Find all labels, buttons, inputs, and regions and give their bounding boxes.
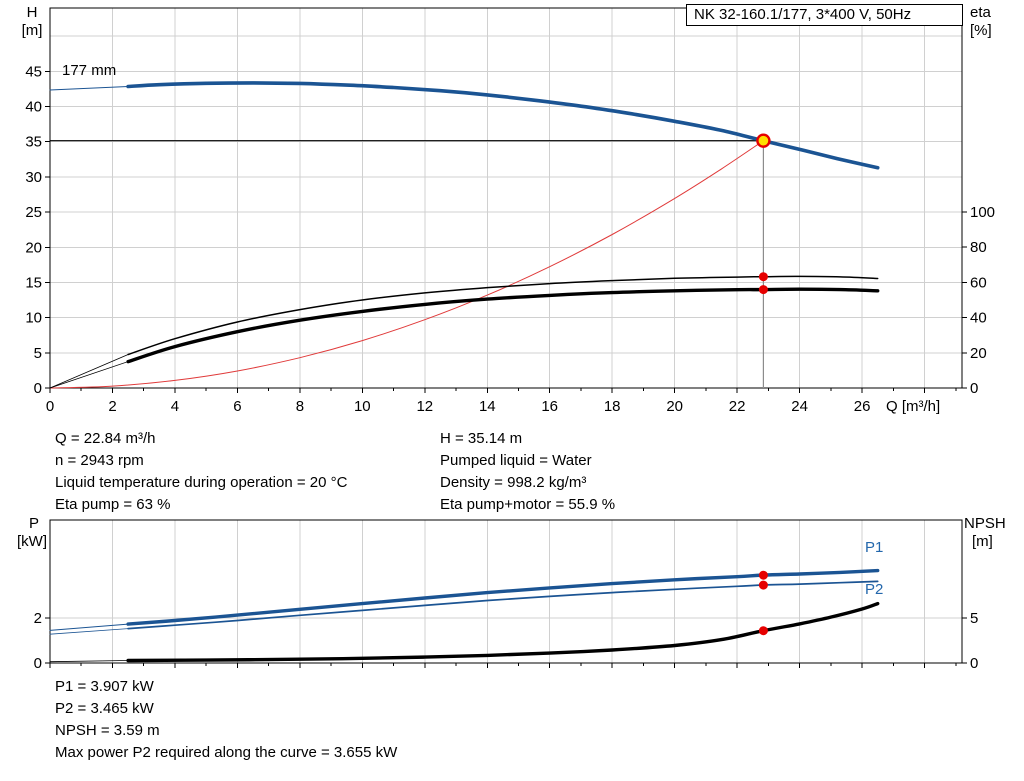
eta-pump-value: Eta pump = 63 % (55, 496, 171, 513)
p1-curve (126, 568, 880, 626)
plot-border (49, 7, 963, 389)
power-axis-unit: [kW] (17, 533, 47, 550)
x-tick-label: 2 (108, 398, 116, 415)
bottom-chart: 0 2 0 5 (34, 519, 978, 672)
p1-extension (49, 623, 129, 631)
top-chart: 0 2 4 6 8 10 12 14 16 18 20 22 24 2605101520253035404… (25, 7, 995, 415)
x-tick-label: 12 (416, 398, 433, 415)
head-axis-unit: [m] (21, 22, 43, 39)
eta-pump-curve (127, 275, 879, 356)
npsh-axis-unit: [m] (972, 533, 993, 550)
flow-value: Q = 22.84 m³/h (55, 430, 156, 447)
x-tick-label: 26 (854, 398, 871, 415)
eta-axis-name: eta (970, 4, 991, 21)
x-tick-label: 0 (46, 398, 54, 415)
x-tick-label: 14 (479, 398, 496, 415)
y-left-tick-label: 10 (25, 310, 42, 327)
npsh-axis-name: NPSH (964, 515, 1006, 532)
y-left-tick-label: 45 (25, 63, 42, 80)
y-left-tick-label: 20 (25, 239, 42, 256)
x-tick-label: 24 (791, 398, 808, 415)
p2-extension (49, 628, 129, 635)
p2-value: P2 = 3.465 kW (55, 700, 154, 717)
x-tick-label: 20 (666, 398, 683, 415)
y-left-tick-label: 2 (34, 610, 42, 627)
y-left-tick-label: 15 (25, 274, 42, 291)
y-right-tick-label: 0 (970, 655, 978, 672)
x-tick-label: 6 (233, 398, 241, 415)
eta-pump-motor-curve (126, 287, 880, 364)
x-tick-label: 22 (729, 398, 746, 415)
x-tick-label: 10 (354, 398, 371, 415)
x-tick-label: 4 (171, 398, 179, 415)
p2-curve-label: P2 (865, 581, 884, 598)
p2-duty-dot (758, 580, 768, 590)
y-left-tick-label: 25 (25, 204, 42, 221)
x-tick-label: 8 (296, 398, 304, 415)
head-value: H = 35.14 m (440, 430, 523, 447)
y-left-tick-label: 30 (25, 169, 42, 186)
npsh-duty-dot (758, 626, 768, 636)
system-curve (49, 140, 764, 389)
x-tick-label: 18 (604, 398, 621, 415)
x-tick-label: 16 (541, 398, 558, 415)
duty-info-right-column: H = 35.14 m Pumped liquid = Water Densit… (440, 428, 615, 516)
npsh-curve (126, 601, 880, 663)
head-curve-extension (49, 86, 129, 91)
max-power-value: Max power P2 required along the curve = … (55, 744, 398, 761)
plot-border (49, 519, 963, 664)
y-left-tick-label: 0 (34, 380, 42, 397)
y-right-tick-label: 40 (970, 310, 987, 327)
p1-curve-label: P1 (865, 539, 884, 556)
y-right-tick-label: 20 (970, 345, 987, 362)
top-plot-area[interactable] (50, 8, 962, 388)
y-right-tick-label: 80 (970, 239, 987, 256)
y-right-tick-label: 0 (970, 380, 978, 397)
eta-pump-duty-dot (758, 272, 768, 282)
eta-axis-unit: [%] (970, 22, 992, 39)
y-left-tick-label: 40 (25, 99, 42, 116)
eta-pump-motor-duty-dot (758, 285, 768, 295)
eta-pump-motor-value: Eta pump+motor = 55.9 % (440, 496, 616, 513)
head-axis-name: H (26, 4, 38, 21)
power-axis-name: P (28, 515, 39, 532)
npsh-value: NPSH = 3.59 m (55, 722, 160, 739)
y-left-tick-label: 35 (25, 134, 42, 151)
impeller-diameter-label: 177 mm (62, 62, 117, 79)
power-info-column: P1 = 3.907 kW P2 = 3.465 kW NPSH = 3.59 … (55, 676, 397, 764)
npsh-extension (49, 660, 129, 663)
p1-value: P1 = 3.907 kW (55, 678, 154, 695)
duty-point[interactable] (756, 133, 771, 148)
y-right-tick-label: 100 (970, 204, 995, 221)
p2-curve (127, 580, 879, 630)
eta-pump-motor-extension (49, 361, 129, 389)
eta-pump-extension (49, 354, 129, 389)
y-right-tick-label: 5 (970, 610, 978, 627)
density-value: Density = 998.2 kg/m³ (440, 474, 587, 491)
duty-info-left-column: Q = 22.84 m³/h n = 2943 rpm Liquid tempe… (55, 428, 347, 516)
y-left-tick-label: 0 (34, 655, 42, 672)
speed-value: n = 2943 rpm (55, 452, 144, 469)
pump-title-box: NK 32-160.1/177, 3*400 V, 50Hz (686, 4, 963, 26)
y-left-tick-label: 5 (34, 345, 42, 362)
liquid-temperature-value: Liquid temperature during operation = 20… (55, 474, 348, 491)
p1-duty-dot (758, 570, 768, 580)
flow-axis-label: Q [m³/h] (886, 398, 941, 415)
y-right-tick-label: 60 (970, 274, 987, 291)
pumped-liquid-value: Pumped liquid = Water (440, 452, 592, 469)
